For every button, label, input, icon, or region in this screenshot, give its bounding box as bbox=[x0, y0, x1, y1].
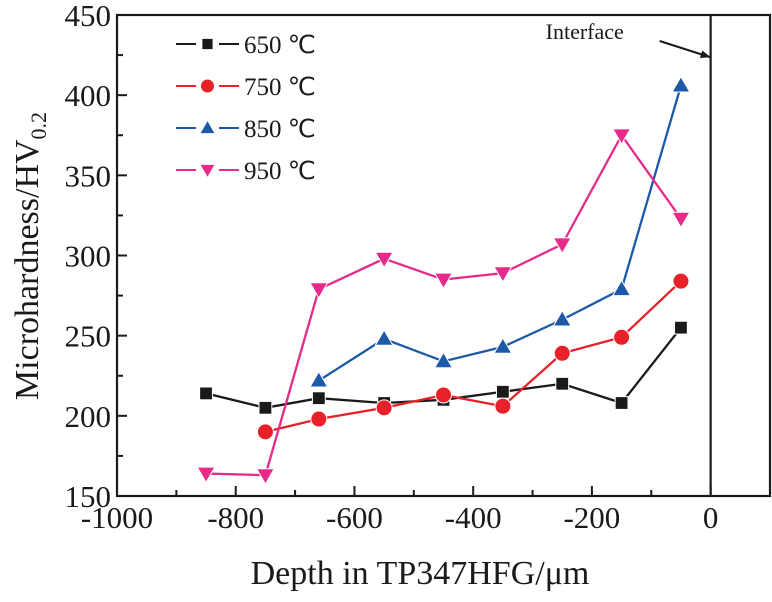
x-tick-label: -400 bbox=[445, 500, 502, 535]
data-point bbox=[375, 399, 393, 417]
x-tick-label: -1000 bbox=[81, 500, 153, 535]
legend-label: 650 ℃ bbox=[244, 32, 316, 59]
y-axis-title-main: Microhardness/HV bbox=[9, 139, 46, 400]
data-point bbox=[493, 266, 513, 283]
annotations: Interface bbox=[546, 15, 712, 496]
data-point bbox=[611, 128, 632, 146]
interface-label: Interface bbox=[546, 19, 624, 44]
x-tick-label: -600 bbox=[326, 500, 383, 535]
data-point bbox=[258, 400, 273, 415]
y-tick-label: 250 bbox=[65, 319, 112, 354]
data-point bbox=[495, 384, 510, 399]
data-point bbox=[196, 466, 216, 484]
data-point bbox=[671, 75, 691, 93]
data-point bbox=[674, 320, 688, 335]
data-point bbox=[555, 376, 570, 391]
series-950 bbox=[196, 128, 691, 485]
legend-item: 850 ℃ bbox=[176, 116, 316, 143]
legend-item: 650 ℃ bbox=[176, 32, 316, 59]
data-point bbox=[374, 251, 394, 269]
interface-arrow bbox=[659, 40, 711, 59]
y-tick-label: 200 bbox=[65, 399, 112, 434]
series-line bbox=[206, 133, 682, 477]
data-point bbox=[493, 337, 513, 354]
data-point bbox=[309, 282, 329, 299]
legend-label: 850 ℃ bbox=[244, 116, 316, 143]
data-point bbox=[613, 328, 631, 346]
data-point bbox=[433, 351, 454, 369]
data-point bbox=[672, 272, 690, 290]
x-tick-label: -800 bbox=[207, 500, 264, 535]
data-point bbox=[309, 370, 329, 388]
legend-item: 750 ℃ bbox=[176, 74, 316, 101]
legend-marker bbox=[198, 163, 217, 179]
series-line bbox=[265, 280, 682, 433]
data-point bbox=[611, 279, 632, 297]
y-tick-label: 400 bbox=[65, 78, 112, 113]
data-point bbox=[199, 386, 213, 401]
y-tick-label: 450 bbox=[65, 0, 112, 33]
axes: -1000 -800 -600 -400 -200 0 150 200 250 300 350 400… bbox=[65, 0, 772, 535]
legend-label: 950 ℃ bbox=[244, 158, 316, 185]
x-tick-label: 0 bbox=[703, 500, 719, 535]
data-point bbox=[614, 396, 629, 410]
data-point bbox=[374, 329, 394, 346]
series-850 bbox=[309, 75, 691, 388]
data-point bbox=[494, 397, 512, 415]
data-point bbox=[310, 410, 328, 428]
y-axis-title-subscript: 0.2 bbox=[26, 112, 51, 140]
data-point bbox=[435, 386, 452, 404]
data-point bbox=[553, 344, 571, 362]
data-point bbox=[311, 391, 326, 406]
y-tick-label: 350 bbox=[65, 158, 112, 193]
legend-label: 750 ℃ bbox=[244, 74, 316, 101]
data-point bbox=[255, 468, 276, 485]
legend-marker bbox=[200, 78, 215, 94]
data-point bbox=[671, 211, 691, 229]
x-axis-title: Depth in TP347HFG/μm bbox=[251, 555, 590, 592]
legend-item: 950 ℃ bbox=[176, 158, 316, 185]
legend-marker bbox=[198, 119, 217, 135]
series-750 bbox=[256, 272, 690, 441]
data-point bbox=[256, 423, 274, 441]
legend: 650 ℃ 750 ℃ 850 ℃ 950 ℃ bbox=[176, 32, 316, 185]
series-layer bbox=[196, 75, 691, 485]
data-point bbox=[433, 272, 454, 290]
legend-marker bbox=[201, 37, 214, 51]
svg-text:Microhardness/HV0.2: Microhardness/HV0.2 bbox=[9, 112, 51, 400]
y-axis-title: Microhardness/HV0.2 bbox=[9, 112, 51, 400]
y-tick-label: 150 bbox=[65, 479, 112, 514]
x-tick-label: -200 bbox=[563, 500, 620, 535]
y-tick-label: 300 bbox=[65, 239, 112, 274]
data-point bbox=[552, 237, 572, 255]
data-point bbox=[552, 309, 572, 327]
